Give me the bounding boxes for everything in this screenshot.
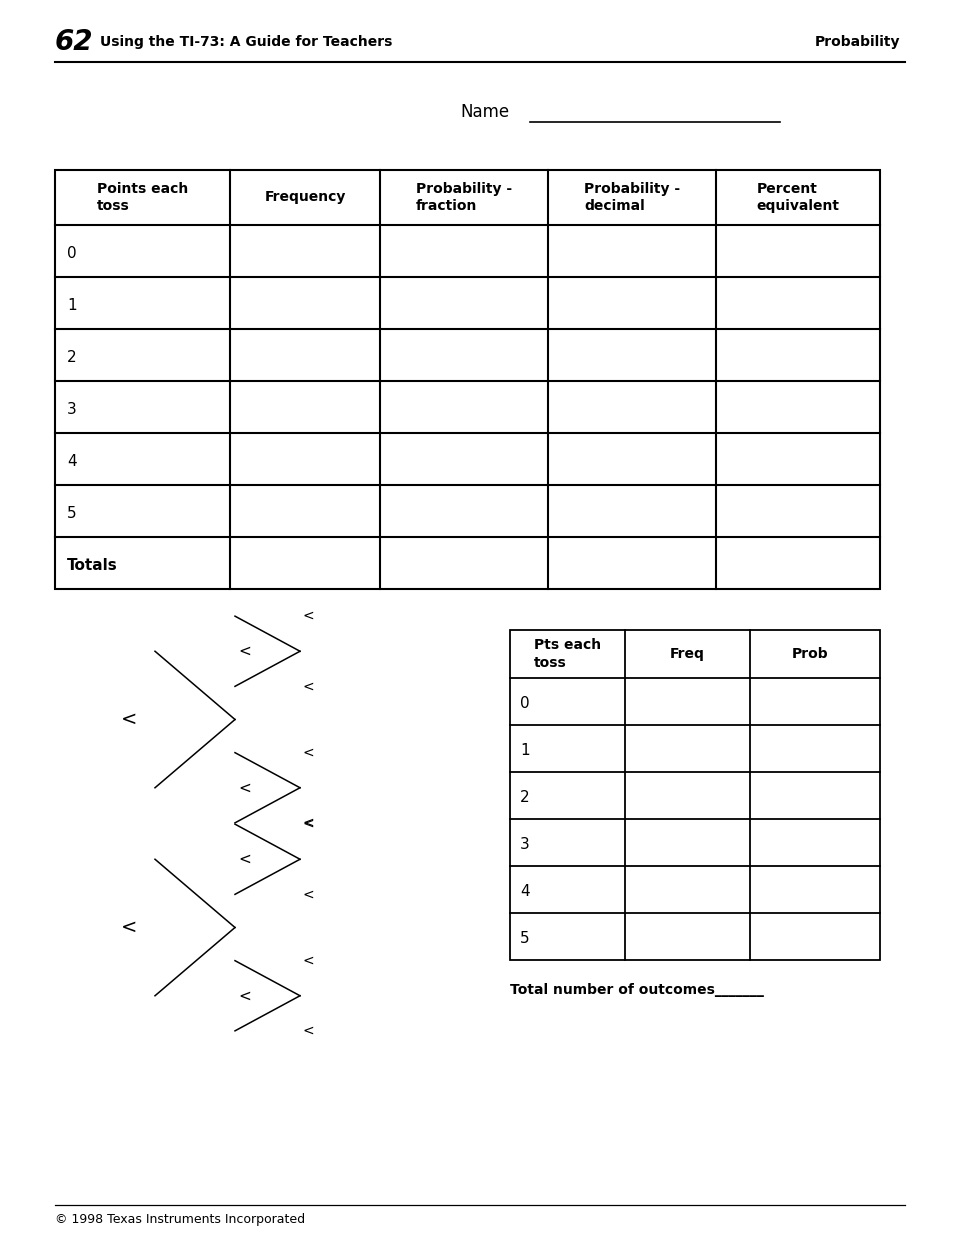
Text: 0: 0 xyxy=(67,246,76,261)
Text: Using the TI-73: A Guide for Teachers: Using the TI-73: A Guide for Teachers xyxy=(100,35,392,49)
Text: Name: Name xyxy=(459,103,509,121)
Text: 0: 0 xyxy=(519,697,529,711)
Text: <: < xyxy=(303,818,314,831)
Text: Percent
equivalent: Percent equivalent xyxy=(756,182,839,214)
Text: 5: 5 xyxy=(67,506,76,521)
Text: <: < xyxy=(237,988,251,1003)
Text: <: < xyxy=(303,1024,314,1037)
Text: Probability -
decimal: Probability - decimal xyxy=(583,182,679,214)
Text: <: < xyxy=(120,710,137,729)
Text: Totals: Totals xyxy=(67,558,117,573)
Text: <: < xyxy=(303,888,314,902)
Text: <: < xyxy=(303,609,314,624)
Text: Pts each
toss: Pts each toss xyxy=(534,638,600,669)
Text: <: < xyxy=(237,643,251,658)
Text: 5: 5 xyxy=(519,931,529,946)
Text: 1: 1 xyxy=(519,743,529,758)
Text: 3: 3 xyxy=(67,403,76,417)
Text: Freq: Freq xyxy=(669,647,704,661)
Text: 1: 1 xyxy=(67,298,76,314)
Text: 62: 62 xyxy=(55,28,93,56)
Text: <: < xyxy=(303,746,314,760)
Text: <: < xyxy=(303,953,314,968)
Text: 2: 2 xyxy=(67,350,76,366)
Text: <: < xyxy=(237,781,251,795)
Text: <: < xyxy=(120,918,137,937)
Text: <: < xyxy=(303,816,314,830)
Text: <: < xyxy=(303,679,314,693)
Text: Prob: Prob xyxy=(791,647,827,661)
Text: Probability: Probability xyxy=(814,35,899,49)
Text: 2: 2 xyxy=(519,790,529,805)
Bar xyxy=(55,170,879,589)
Text: Total number of outcomes_______: Total number of outcomes_______ xyxy=(510,983,763,997)
Text: 4: 4 xyxy=(67,454,76,469)
Text: Frequency: Frequency xyxy=(264,190,345,205)
Text: © 1998 Texas Instruments Incorporated: © 1998 Texas Instruments Incorporated xyxy=(55,1214,305,1226)
Text: 3: 3 xyxy=(519,837,529,852)
Text: Probability -
fraction: Probability - fraction xyxy=(416,182,512,214)
Text: <: < xyxy=(237,852,251,867)
Text: Points each
toss: Points each toss xyxy=(97,182,188,214)
Bar xyxy=(510,630,879,960)
Text: 4: 4 xyxy=(519,884,529,899)
